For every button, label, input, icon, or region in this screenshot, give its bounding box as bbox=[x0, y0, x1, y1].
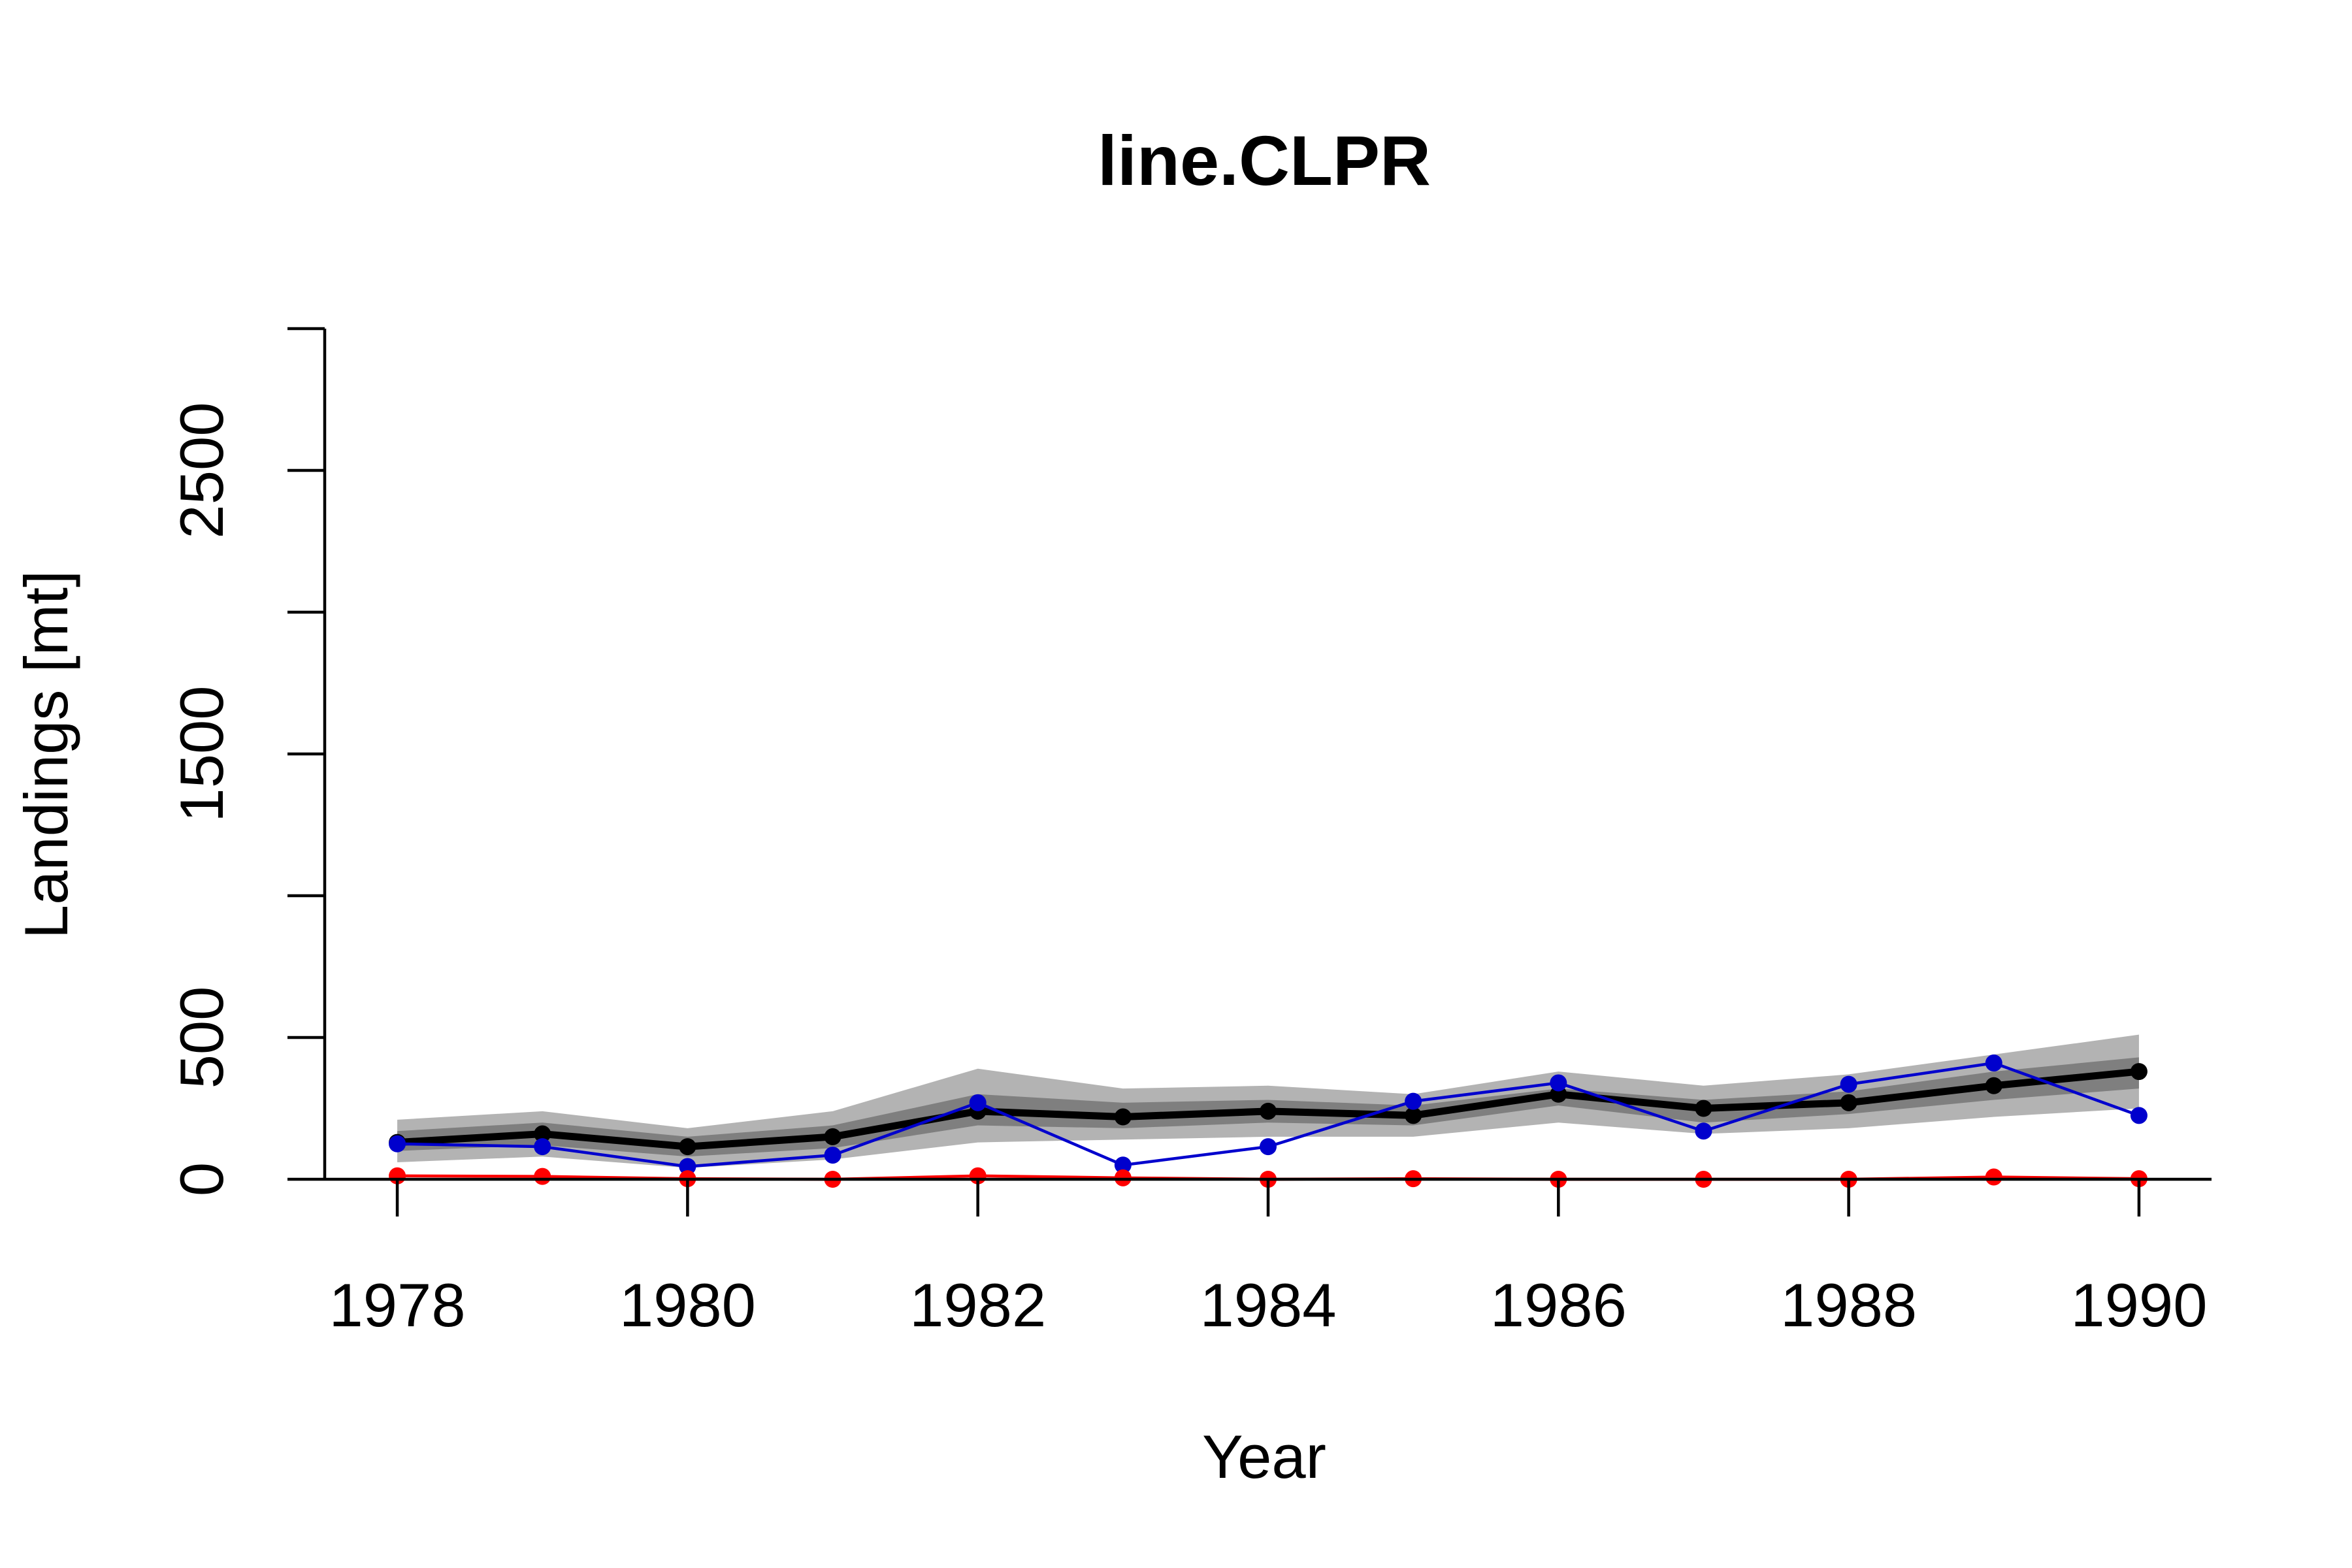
series-2-point bbox=[1405, 1092, 1422, 1110]
series-2-point bbox=[1114, 1156, 1132, 1174]
series-2-point bbox=[1695, 1122, 1712, 1140]
y-tick-label: 500 bbox=[167, 987, 236, 1089]
x-tick-label: 1982 bbox=[909, 1271, 1046, 1339]
y-tick-label: 2500 bbox=[167, 402, 236, 538]
y-tick-label: 1500 bbox=[167, 685, 236, 822]
y-axis-label: Landings [mt] bbox=[12, 570, 80, 939]
chart-title: line.CLPR bbox=[1098, 121, 1431, 200]
series-2-point bbox=[969, 1094, 987, 1111]
x-tick-label: 1980 bbox=[619, 1271, 756, 1339]
x-axis-label: Year bbox=[1202, 1422, 1326, 1491]
series-2-point bbox=[2130, 1107, 2148, 1124]
series-3-point bbox=[534, 1168, 551, 1185]
series-2-point bbox=[1985, 1054, 2002, 1072]
series-1-point bbox=[679, 1138, 696, 1156]
x-tick-label: 1990 bbox=[2070, 1271, 2207, 1339]
series-2-point bbox=[824, 1147, 841, 1164]
series-2-point bbox=[389, 1135, 406, 1152]
series-2-point bbox=[1550, 1074, 1567, 1092]
series-3-point bbox=[1985, 1168, 2002, 1186]
series-1-point bbox=[824, 1128, 841, 1145]
x-tick-label: 1984 bbox=[1200, 1271, 1336, 1339]
series-2 bbox=[389, 1054, 2148, 1175]
x-axis-ticks: 1978 1980 1982 1984 1986 1988 1990 bbox=[329, 1179, 2207, 1339]
series-1-point bbox=[1695, 1100, 1712, 1117]
series-1-point bbox=[534, 1125, 551, 1143]
x-tick-label: 1978 bbox=[329, 1271, 466, 1339]
series-1-point bbox=[2130, 1063, 2148, 1081]
series-1-point bbox=[1985, 1077, 2002, 1094]
series-1-point bbox=[1405, 1107, 1422, 1124]
x-tick-label: 1988 bbox=[1780, 1271, 1917, 1339]
series-1-point bbox=[1260, 1102, 1277, 1120]
y-axis-ticks: 0 500 1500 2500 bbox=[167, 327, 325, 1196]
series-1-point bbox=[1114, 1108, 1132, 1126]
series-2-point bbox=[1260, 1138, 1277, 1156]
y-tick-label: 0 bbox=[167, 1162, 236, 1196]
series-2-point bbox=[679, 1158, 696, 1175]
y-axis: 0 500 1500 2500 bbox=[167, 327, 327, 1196]
x-tick-label: 1986 bbox=[1490, 1271, 1627, 1339]
series-2-point bbox=[534, 1138, 551, 1156]
x-axis: 1978 1980 1982 1984 1986 1988 1990 bbox=[325, 1177, 2212, 1339]
series-1-point bbox=[1840, 1094, 1857, 1111]
series-2-point bbox=[1840, 1075, 1857, 1093]
